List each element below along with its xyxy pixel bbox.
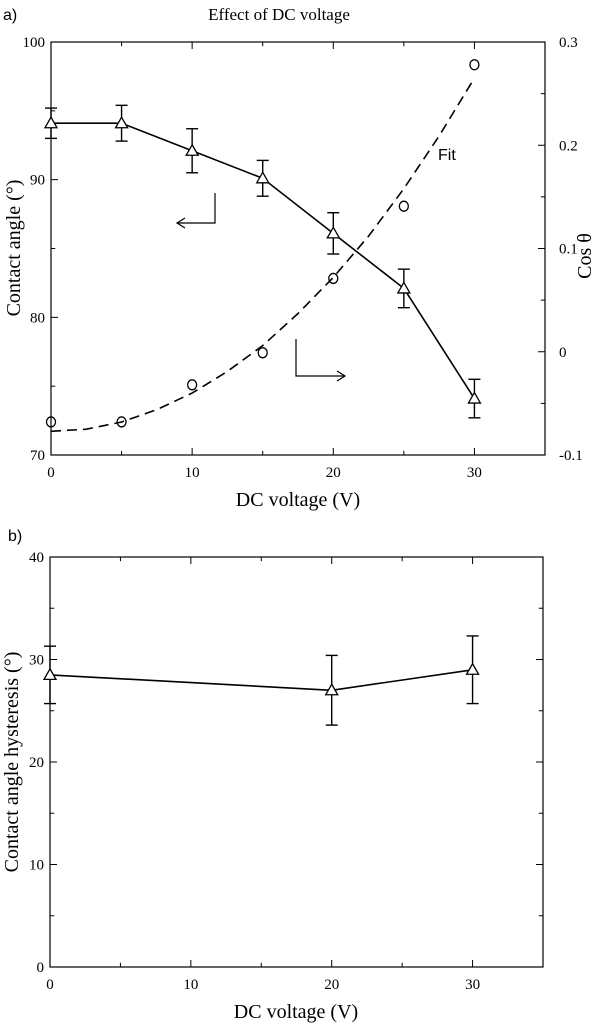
data-point-circle: [45, 416, 57, 428]
y-tick-label: 100: [23, 35, 46, 51]
y2-tick-label: 0.1: [559, 242, 578, 258]
data-point-circle: [257, 347, 268, 359]
x-tick-label: 10: [185, 465, 200, 481]
data-point-circle: [116, 416, 127, 428]
y-tick-label: 40: [29, 550, 44, 566]
x-tick-label: 10: [183, 977, 198, 993]
panel-b-series: [42, 635, 480, 726]
y-tick-label: 20: [29, 755, 44, 771]
data-point-triangle: [42, 667, 58, 681]
x-tick-label: 30: [465, 977, 480, 993]
panel-a-title: Effect of DC voltage: [208, 5, 350, 24]
fit-annotation: Fit: [438, 147, 456, 164]
data-point-triangle: [324, 682, 339, 696]
panel-a-y2-axis-label: Cos θ: [574, 233, 595, 279]
data-point-triangle: [467, 391, 482, 404]
panel-b-tick-labels: 0 10 20 30 0 10 20 30 40: [29, 550, 480, 993]
x-tick-label: 0: [47, 465, 55, 481]
panel-a-label: a): [3, 7, 17, 24]
data-point-triangle: [114, 115, 129, 129]
panel-a: a) Effect of DC voltage 0 10 20 30 70 80 90 100…: [3, 5, 595, 511]
x-tick-label: 20: [324, 977, 339, 993]
y2-tick-label: 0: [559, 345, 567, 361]
x-tick-label: 20: [326, 465, 341, 481]
panel-a-y-axis-label: Contact angle (°): [3, 180, 25, 317]
x-tick-label: 30: [467, 465, 482, 481]
right-axis-arrow: [295, 339, 347, 382]
y2-tick-label: 0.2: [559, 138, 578, 154]
panel-b-label: b): [8, 528, 22, 545]
y-tick-label: 30: [29, 653, 44, 669]
left-axis-arrow: [175, 193, 216, 229]
panel-b: b) 0 10 20 30 0 10 20 30 40 DC voltage (V) Conta…: [1, 528, 544, 1023]
panel-a-ticks: [50, 41, 546, 456]
series-2-line: [50, 77, 476, 433]
data-point-circle: [328, 272, 339, 285]
panel-b-ticks: [49, 556, 544, 968]
data-point-circle: [398, 200, 410, 212]
y-tick-label: 90: [30, 173, 45, 189]
y2-tick-label: -0.1: [559, 448, 583, 464]
y2-tick-label: 0.3: [559, 35, 578, 51]
panel-a-series: [43, 59, 482, 433]
data-point-circle: [186, 379, 198, 391]
data-point-triangle: [255, 170, 270, 184]
data-point-triangle: [465, 662, 480, 675]
data-point-triangle: [326, 226, 341, 239]
data-point-triangle: [185, 143, 200, 156]
panel-b-x-axis-label: DC voltage (V): [234, 1001, 358, 1023]
y-tick-label: 10: [29, 858, 44, 874]
y-tick-label: 70: [30, 448, 45, 464]
data-point-triangle: [43, 115, 59, 129]
data-point-circle: [469, 59, 480, 71]
panel-b-y-axis-label: Contact angle hysteresis (°): [1, 652, 23, 873]
panel-b-plot-frame: [49, 556, 544, 968]
y-tick-label: 80: [30, 310, 45, 326]
x-tick-label: 0: [46, 977, 54, 993]
series-0-line: [49, 669, 473, 692]
panel-a-x-axis-label: DC voltage (V): [236, 489, 360, 511]
panel-a-tick-labels: 0 10 20 30 70 80 90 100 -0.1 0 0.1 0.2 0.3: [23, 35, 583, 481]
y-tick-label: 0: [37, 960, 45, 976]
data-point-triangle: [396, 281, 411, 294]
